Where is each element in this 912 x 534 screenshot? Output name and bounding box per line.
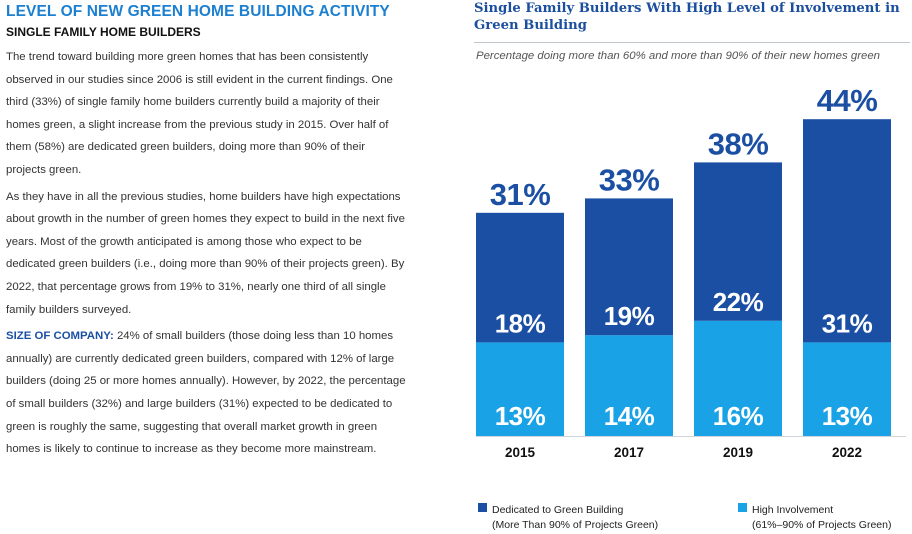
bar-dedicated-2019 bbox=[694, 162, 782, 321]
article-subheading: SINGLE FAMILY HOME BUILDERS bbox=[6, 25, 201, 39]
legend-dedicated-line2: (More Than 90% of Projects Green) bbox=[492, 519, 659, 531]
article: LEVEL OF NEW GREEN HOME BUILDING ACTIVIT… bbox=[6, 2, 406, 465]
article-heading: LEVEL OF NEW GREEN HOME BUILDING ACTIVIT… bbox=[6, 3, 390, 20]
legend-item-high: High Involvement (61%–90% of Projects Gr… bbox=[752, 503, 891, 533]
x-tick-2022: 2022 bbox=[832, 445, 862, 460]
bar-high-involvement-2022 bbox=[803, 342, 891, 436]
legend-high-line2: (61%–90% of Projects Green) bbox=[752, 519, 892, 531]
size-of-company-label: SIZE OF COMPANY: bbox=[6, 330, 114, 343]
label-total-2017: 33% bbox=[599, 162, 660, 197]
article-paragraph-1: The trend toward building more green hom… bbox=[6, 51, 393, 176]
label-high-involvement-2019: 16% bbox=[713, 401, 764, 431]
label-dedicated-2017: 19% bbox=[604, 301, 655, 331]
legend-dedicated-line1: Dedicated to Green Building bbox=[492, 504, 624, 516]
bar-high-involvement-2019 bbox=[694, 320, 782, 436]
label-high-involvement-2017: 14% bbox=[604, 401, 655, 431]
bar-dedicated-2022 bbox=[803, 119, 891, 343]
bar-dedicated-2015 bbox=[476, 212, 564, 343]
bar-high-involvement-2015 bbox=[476, 342, 564, 436]
x-tick-2015: 2015 bbox=[505, 445, 536, 460]
chart-subtitle: Percentage doing more than 60% and more … bbox=[476, 50, 880, 62]
legend-swatch-dedicated bbox=[478, 503, 487, 512]
article-paragraph-3: SIZE OF COMPANY: 24% of small builders (… bbox=[6, 325, 406, 461]
legend-swatch-high bbox=[738, 503, 747, 512]
legend-high-line1: High Involvement bbox=[752, 504, 834, 516]
bar-dedicated-2017 bbox=[585, 198, 673, 336]
x-tick-2019: 2019 bbox=[723, 445, 753, 460]
label-high-involvement-2022: 13% bbox=[822, 401, 873, 431]
label-dedicated-2022: 31% bbox=[822, 308, 873, 338]
chart-title-divider bbox=[474, 42, 910, 43]
legend-item-dedicated: Dedicated to Green Building (More Than 9… bbox=[492, 503, 658, 533]
x-tick-2017: 2017 bbox=[614, 445, 644, 460]
bar-high-involvement-2017 bbox=[585, 335, 673, 436]
chart-title: Single Family Builders With High Level o… bbox=[474, 1, 900, 33]
article-paragraph-3-body: 24% of small builders (those doing less … bbox=[6, 330, 406, 456]
label-dedicated-2015: 18% bbox=[495, 308, 546, 338]
label-total-2015: 31% bbox=[490, 177, 551, 212]
label-total-2019: 38% bbox=[708, 126, 769, 161]
label-total-2022: 44% bbox=[817, 83, 878, 118]
label-high-involvement-2015: 13% bbox=[495, 401, 546, 431]
label-dedicated-2019: 22% bbox=[713, 287, 764, 317]
article-paragraph-2: As they have in all the previous studies… bbox=[6, 190, 405, 316]
